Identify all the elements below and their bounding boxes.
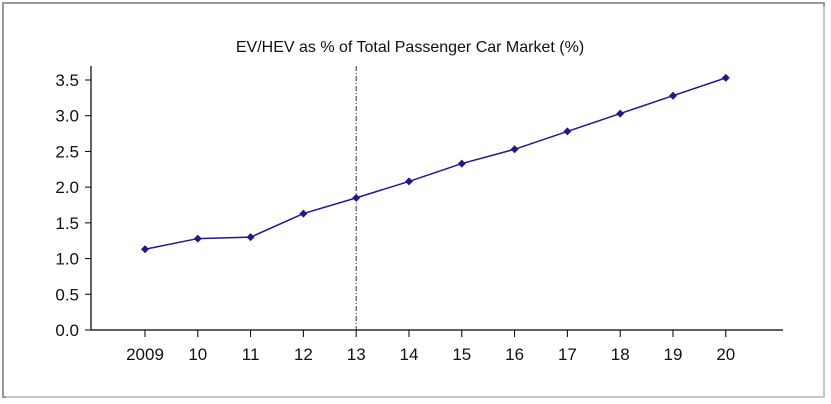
x-tick-label: 17 <box>558 345 577 364</box>
data-point <box>352 193 361 202</box>
chart-frame-shadow <box>6 6 825 398</box>
series-marks <box>141 73 730 254</box>
y-tick-label: 1.5 <box>55 214 79 233</box>
data-point <box>616 109 625 118</box>
data-point <box>193 234 202 243</box>
y-tick-label: 3.0 <box>55 107 79 126</box>
x-tick-label: 12 <box>294 345 313 364</box>
x-tick-label: 15 <box>452 345 471 364</box>
x-tick-label: 14 <box>400 345 419 364</box>
x-tick-label: 13 <box>347 345 366 364</box>
data-point <box>246 233 255 242</box>
series-line <box>144 77 727 251</box>
y-tick-label: 0.0 <box>55 321 79 340</box>
x-tick-label: 19 <box>664 345 683 364</box>
x-tick-label: 18 <box>611 345 630 364</box>
data-point <box>669 91 677 100</box>
y-tick-label: 2.5 <box>55 142 79 161</box>
x-tick-label: 16 <box>505 345 524 364</box>
axes: 0.0 0.5 1.0 1.5 2.0 2.5 3.0 3.5 2009 10 11 12 13 14 15… <box>55 66 783 364</box>
data-point <box>457 159 466 168</box>
data-point <box>721 73 730 82</box>
y-tick-label: 1.0 <box>55 250 79 269</box>
data-point <box>510 145 519 154</box>
data-point <box>141 245 149 254</box>
x-tick-label: 11 <box>242 345 260 364</box>
x-tick-label: 20 <box>716 345 735 364</box>
x-tick-label: 10 <box>188 345 207 364</box>
y-tick-label: 3.5 <box>55 71 79 90</box>
x-tick-label: 2009 <box>126 345 164 364</box>
data-point <box>563 127 572 136</box>
y-tick-label: 2.0 <box>55 178 79 197</box>
data-point <box>405 177 413 186</box>
y-tick-label: 0.5 <box>55 285 79 304</box>
chart-title: EV/HEV as % of Total Passenger Car Marke… <box>236 39 584 56</box>
data-point <box>299 209 308 218</box>
